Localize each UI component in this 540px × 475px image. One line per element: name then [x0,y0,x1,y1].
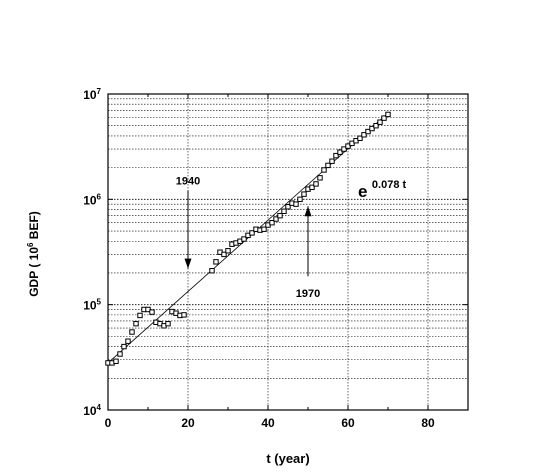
fit-formula-exponent: 0.078 t [372,179,407,191]
x-tick-label: 20 [181,416,195,430]
x-tick-label: 80 [421,416,435,430]
data-point [301,191,307,197]
data-point [225,248,231,254]
data-point [285,204,291,210]
data-point [357,135,363,141]
data-point [165,320,171,327]
data-point [125,338,131,344]
data-point [133,320,139,327]
y-tick-label: 104 [83,403,101,418]
x-axis-label: t (year) [266,451,309,466]
data-point [345,143,351,149]
y-tick-label: 105 [83,298,101,313]
data-point [221,251,227,258]
data-point [321,167,327,173]
fit-formula-label: e 0.078 t [358,179,407,201]
data-point [213,259,219,265]
axis-ticks [107,93,469,411]
x-tick-labels: 0 20 40 60 80 [105,416,435,430]
data-point [297,196,303,203]
data-point [117,351,123,357]
y-tick-label-exponent: 7 [97,87,102,96]
data-point [385,111,391,118]
data-point [329,158,335,164]
data-point [337,149,343,155]
x-tick-label: 40 [261,416,275,430]
data-point [317,175,323,181]
plot-frame [107,93,469,411]
data-point [293,201,299,207]
data-point [261,226,267,232]
data-point [377,119,383,125]
y-tick-label-exponent: 4 [97,403,102,412]
data-point [381,115,387,121]
grid-lines [108,94,468,410]
y-tick-label: 107 [83,87,101,102]
y-tick-label-exponent: 6 [97,192,102,201]
data-point [129,329,135,335]
y-tick-label-base: 10 [83,193,97,207]
data-point [277,212,283,219]
data-point [333,152,339,159]
y-axis-label-prefix: GDP ( 10 [27,247,41,297]
data-point [313,181,319,187]
data-point [373,123,379,129]
y-axis-label-superscript: 6 [26,242,35,247]
y-tick-label-exponent: 5 [97,298,102,307]
y-tick-label-base: 10 [83,299,97,313]
annotation-label: 1940 [176,176,200,188]
annotation-label: 1970 [296,288,320,300]
x-tick-label: 0 [105,416,112,430]
annotations: 1940 1970 [176,176,320,301]
data-point [269,220,275,226]
gdp-series [105,111,391,366]
y-axis-label-suffix: BEF) [27,211,41,242]
data-point [209,268,215,274]
y-tick-label-base: 10 [83,88,97,102]
y-tick-label: 106 [83,192,101,207]
data-point [149,309,155,315]
data-point [241,236,247,242]
data-point [369,125,375,132]
data-point [361,132,367,138]
y-tick-label-base: 10 [83,404,97,418]
data-point [325,162,331,169]
data-point [341,146,347,152]
data-point [113,358,119,364]
annotation-arrow-head [304,206,312,217]
data-point [137,312,143,319]
data-point [121,343,127,350]
fit-formula-base: e [358,182,367,201]
data-point [181,312,187,318]
data-point [365,128,371,135]
x-tick-label: 60 [341,416,355,430]
y-axis-label: GDP ( 106 BEF) [26,211,41,297]
annotation-arrow-head [184,258,192,269]
data-point [309,184,315,191]
data-point [273,216,279,222]
data-point [249,230,255,236]
data-point [281,208,287,214]
